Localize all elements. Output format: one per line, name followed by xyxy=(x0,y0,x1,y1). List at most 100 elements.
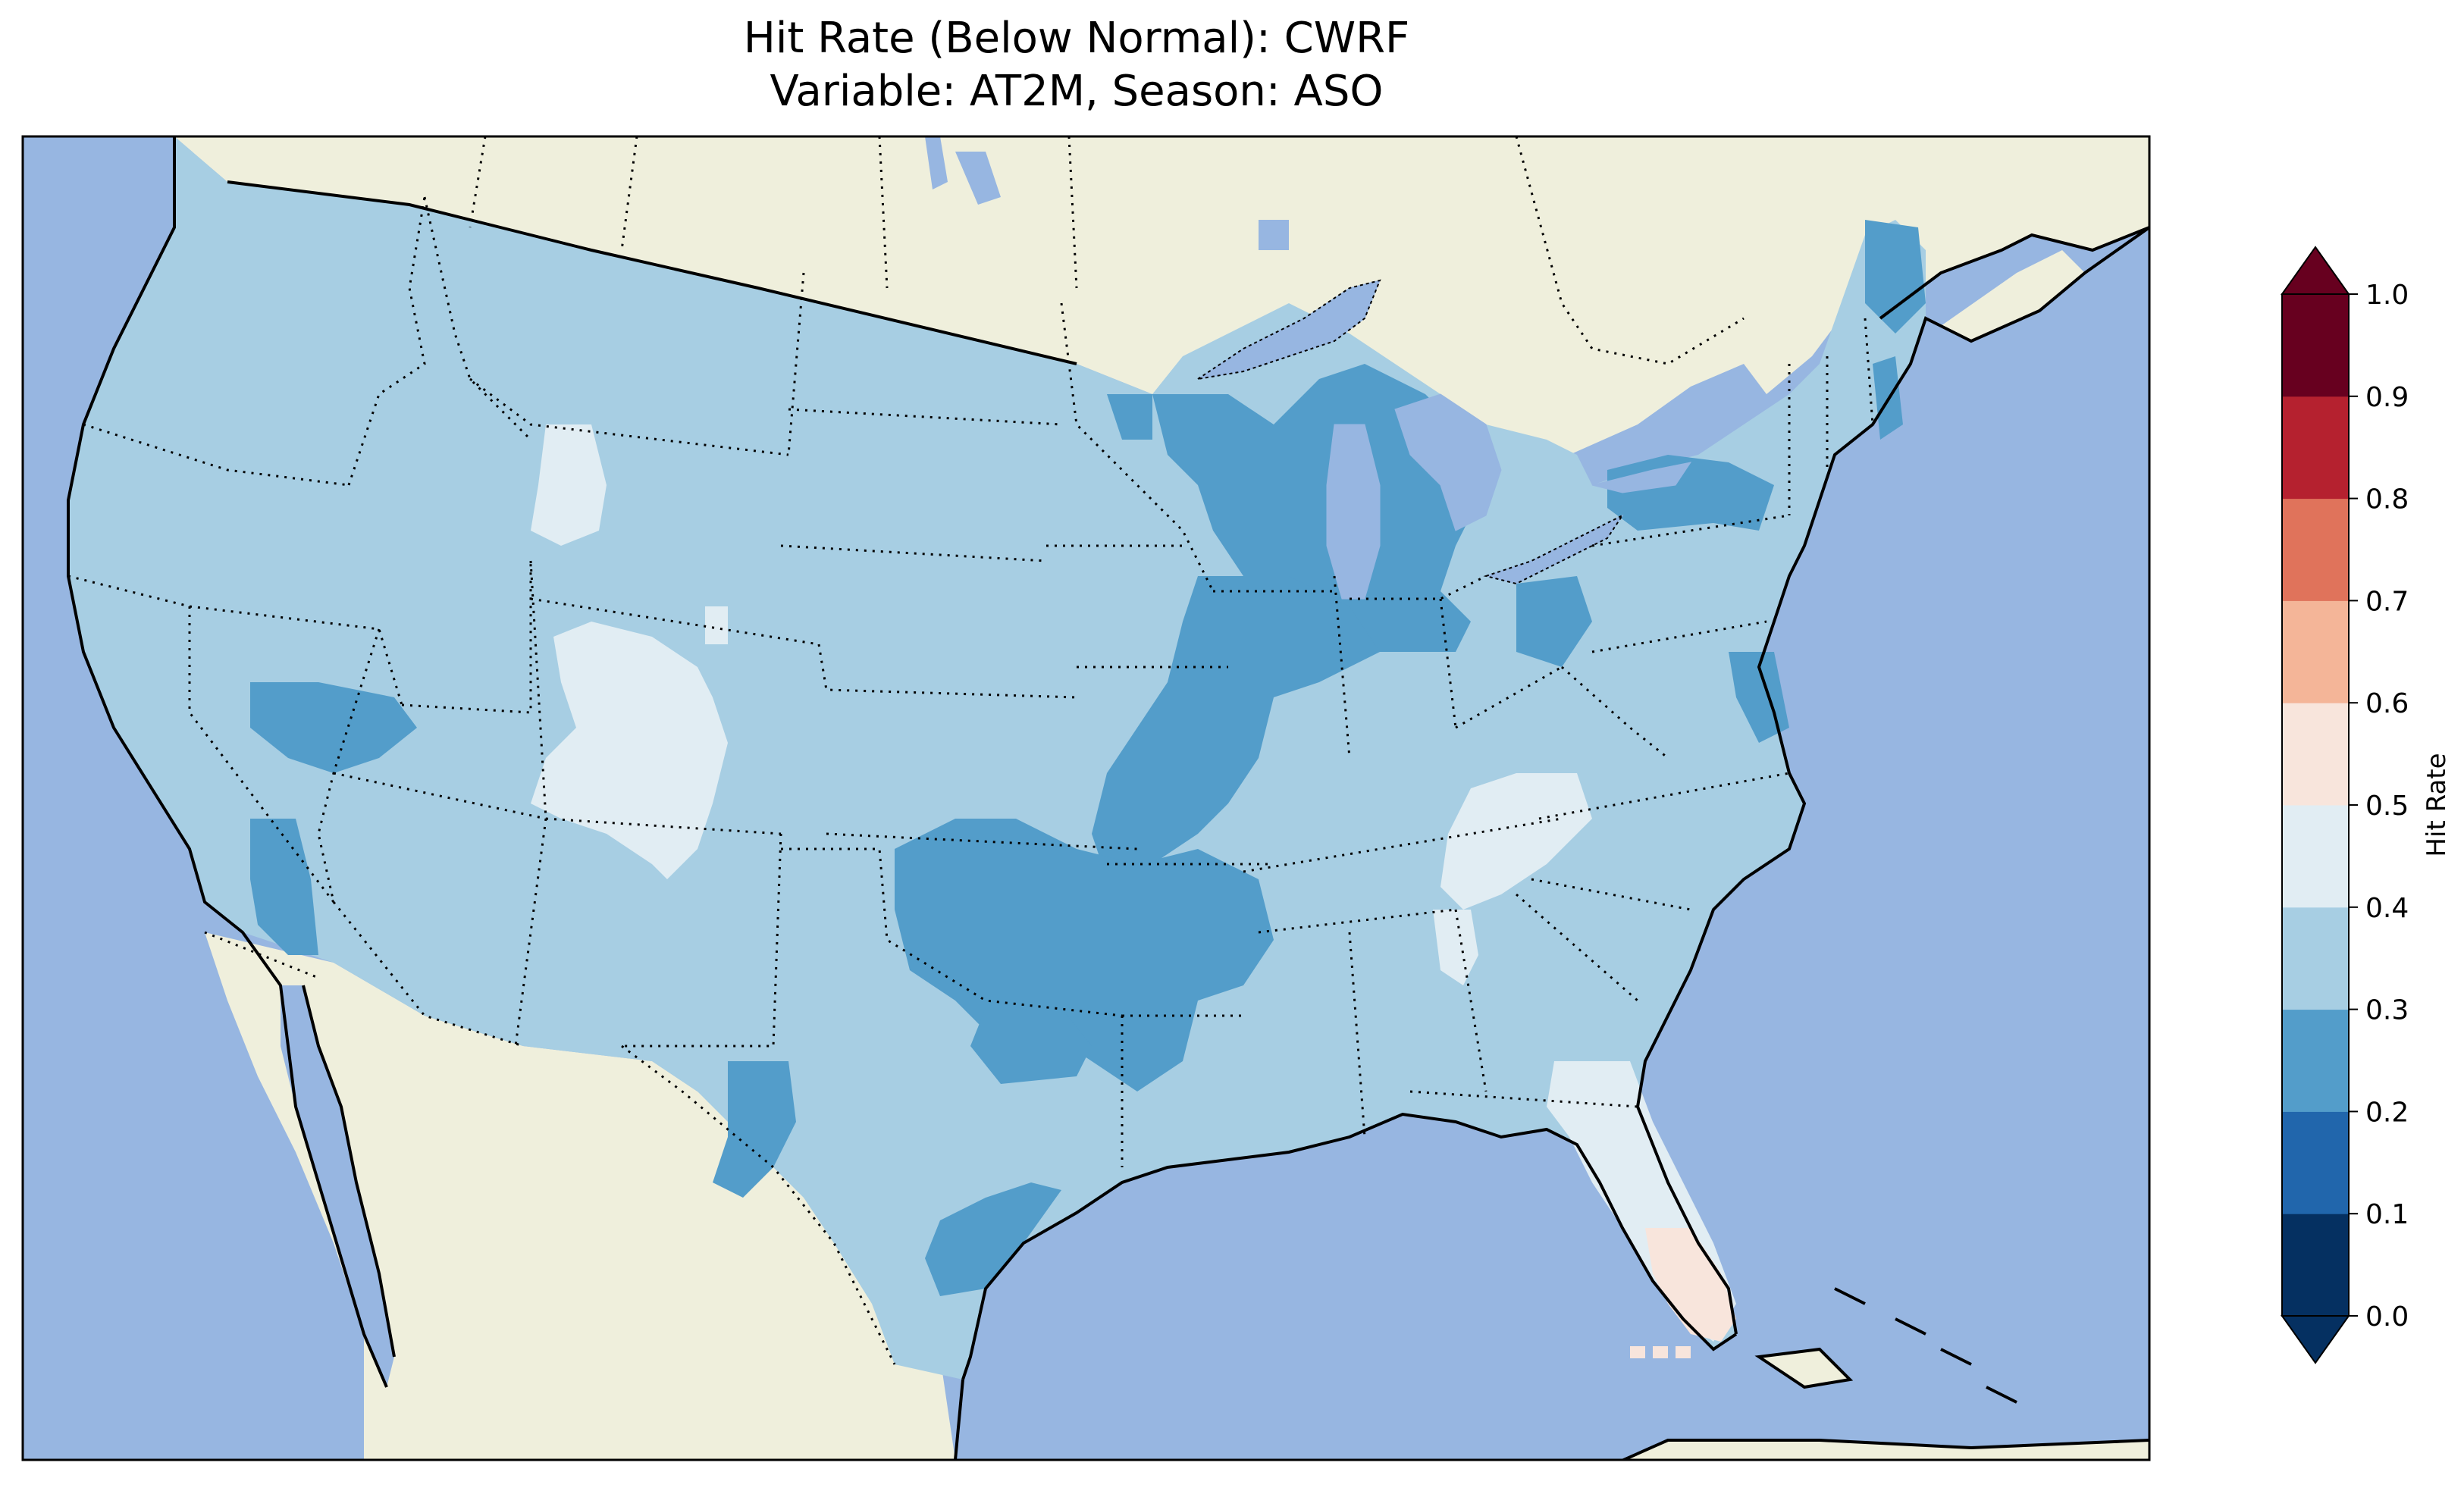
us-canada-border xyxy=(227,180,1077,365)
colorbar-tick-label: 0.7 xyxy=(2365,586,2409,617)
lake-winnipeg xyxy=(925,136,948,189)
field-0.2-0.3 xyxy=(250,220,1926,1296)
nova-scotia-land xyxy=(1941,250,2085,341)
colorbar-tick-label: 0.5 xyxy=(2365,791,2409,822)
colorbar-tick-label: 0.1 xyxy=(2365,1199,2409,1230)
map-frame xyxy=(21,135,2151,1461)
mississippi-valley-field xyxy=(1092,576,1380,879)
or-id-border xyxy=(347,196,426,486)
colorbar-tick-label: 0.3 xyxy=(2365,995,2409,1026)
canadian-lakes xyxy=(925,136,1289,250)
colorbar-tick-label: 0.6 xyxy=(2365,688,2409,719)
baja-inner-coast xyxy=(302,985,396,1358)
canada-prov-5 xyxy=(1515,136,1745,365)
gulf-of-california xyxy=(281,985,394,1387)
canada-prov-4 xyxy=(1067,136,1078,289)
colorbar-extend-max-arrow xyxy=(2281,246,2350,295)
great-lakes xyxy=(1197,280,1692,600)
wisconsin-minnesota-field xyxy=(1107,394,1152,440)
lake-borders xyxy=(1197,279,1625,585)
northern-nevada-field xyxy=(250,682,417,773)
ut-az-border xyxy=(333,772,547,820)
colorbar-bin-0 xyxy=(2282,1214,2349,1317)
va-nc-border xyxy=(1538,772,1790,820)
keys-pixel-1 xyxy=(1630,1346,1645,1358)
canada-land xyxy=(174,136,2149,584)
colorbar-tick-label: 0.2 xyxy=(2365,1097,2409,1128)
al-ga-border xyxy=(1454,909,1487,1092)
bahamas-south-coast xyxy=(1619,1439,2149,1460)
lake-huron xyxy=(1394,393,1502,531)
tennessee-carolinas-field xyxy=(1440,773,1592,910)
canada-prov-1 xyxy=(469,136,487,228)
colorbar-ticks: 0.0 0.1 0.2 0.3 0.4 0.5 0.6 0.7 0.8 0.9 1.0 xyxy=(2349,280,2409,1333)
map-title-line2: Variable: AT2M, Season: ASO xyxy=(770,67,1384,116)
mt-wy-border xyxy=(469,377,789,456)
mexico-east-coast xyxy=(954,1379,964,1460)
mt-nd-border xyxy=(787,272,805,456)
colorbar-bin-2 xyxy=(2282,1009,2349,1112)
ky-oh-border xyxy=(1455,666,1563,729)
colorbar-tick-label: 0.9 xyxy=(2365,382,2409,413)
cuba-coast xyxy=(1754,1347,1854,1389)
lake-ontario xyxy=(1591,462,1692,493)
alabama-georgia-field xyxy=(1433,910,1478,985)
il-in-border xyxy=(1333,575,1351,759)
field-0.5-0.6 xyxy=(1630,1228,1736,1358)
state-borders xyxy=(67,136,1874,1365)
colorbar-bin-7 xyxy=(2282,498,2349,601)
me-nh-border xyxy=(1864,318,1874,425)
nc-sc-border xyxy=(1531,878,1691,911)
ut-co-border xyxy=(529,560,547,819)
northern-maine-field xyxy=(1865,220,1926,334)
colorbar-tick-label: 0.8 xyxy=(2365,484,2409,515)
colorbar-bin-5 xyxy=(2282,703,2349,806)
bahamas-land xyxy=(1600,1440,2149,1460)
ga-sc-border xyxy=(1516,893,1638,1002)
nv-ut-border xyxy=(317,628,381,903)
west-coast xyxy=(67,136,388,1388)
canada-prov-3 xyxy=(878,136,889,289)
colorbar-bin-3 xyxy=(2282,907,2349,1010)
keys-pixel-3 xyxy=(1676,1346,1691,1358)
colorbar-bin-6 xyxy=(2282,600,2349,703)
east-coast xyxy=(1635,226,2149,1335)
colorbar-bin-4 xyxy=(2282,805,2349,908)
bahamas-coast xyxy=(1834,1287,2017,1404)
ohio-field xyxy=(1516,576,1592,667)
colorbar-bin-9 xyxy=(2282,294,2349,397)
colorbar-bins xyxy=(2282,294,2349,1317)
colorado-utah-field xyxy=(531,622,728,879)
wy-ut-border xyxy=(401,561,532,714)
south-florida-field xyxy=(1645,1228,1736,1342)
upper-midwest-great-lakes-field xyxy=(1152,364,1486,652)
texas-coast-field xyxy=(925,1182,1061,1296)
keys-pixel-2 xyxy=(1653,1346,1668,1358)
co-nm-border xyxy=(545,817,782,835)
mexico-land xyxy=(205,932,955,1460)
wy-co-border xyxy=(530,597,820,646)
ok-tx-border xyxy=(781,847,1123,1017)
lake-michigan xyxy=(1326,424,1381,600)
lake-manitoba xyxy=(955,152,1001,205)
chesapeake-field xyxy=(1729,652,1789,743)
colorbar-tick-label: 1.0 xyxy=(2365,280,2409,311)
central-texas-field xyxy=(970,1008,1092,1084)
colorbar-tick-label: 0.4 xyxy=(2365,893,2409,924)
pei-land xyxy=(2039,174,2115,227)
id-nv-border xyxy=(189,605,403,706)
north-coast xyxy=(1879,226,2149,320)
texas-mexico-border xyxy=(621,1045,896,1365)
lake-woods xyxy=(1259,220,1289,250)
coastlines xyxy=(67,136,2149,1460)
west-texas-field xyxy=(713,1061,796,1198)
baja-border xyxy=(204,931,319,979)
colorbar-bin-8 xyxy=(2282,396,2349,500)
ca-nv-border xyxy=(188,606,335,903)
idaho-wyoming-field xyxy=(531,424,607,546)
ms-al-border xyxy=(1348,932,1366,1138)
colorbar-label: Hit Rate xyxy=(2422,753,2452,857)
california-nevada-border-field xyxy=(250,819,318,955)
